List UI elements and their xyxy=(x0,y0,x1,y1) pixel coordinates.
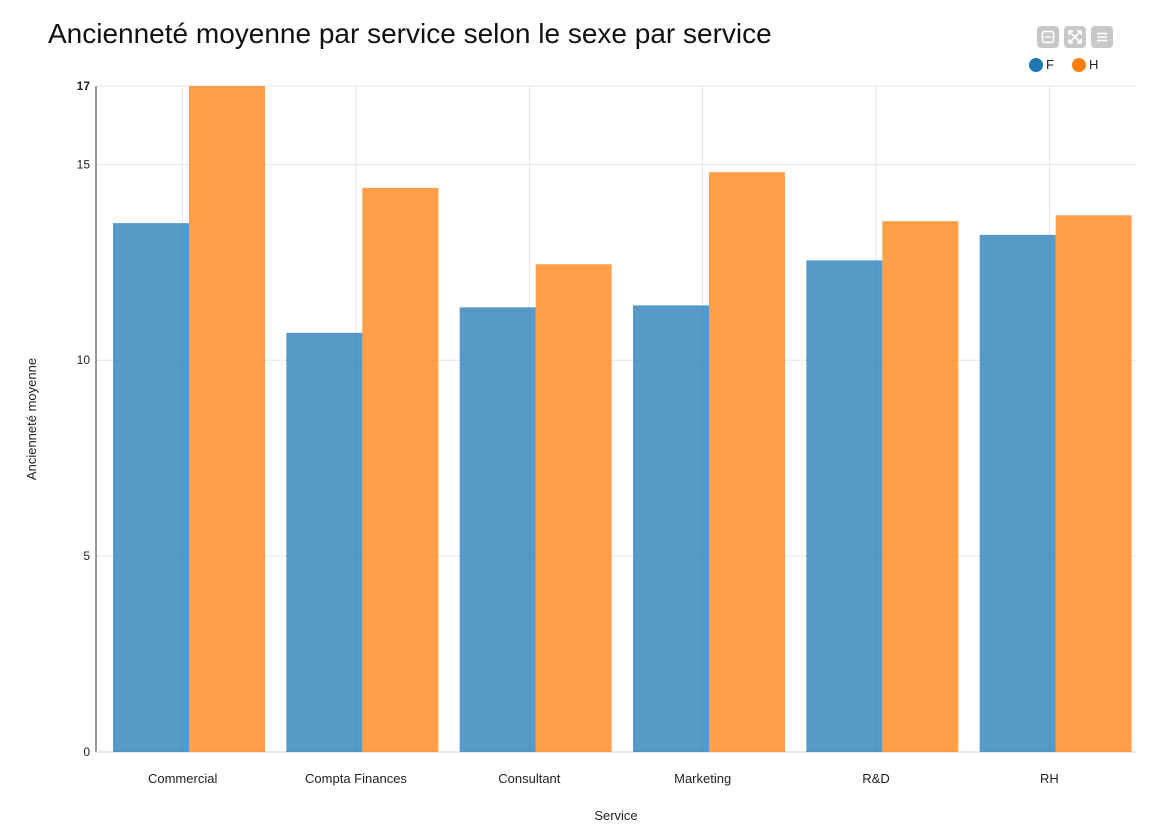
bar-f xyxy=(459,307,536,752)
legend-label-h: H xyxy=(1088,57,1099,72)
legend-swatch-f xyxy=(1029,57,1043,72)
legend-label-f: F xyxy=(1046,57,1054,72)
x-tick-label: Marketing xyxy=(674,771,731,786)
bar-h xyxy=(709,172,785,752)
bar-h xyxy=(882,221,959,753)
fullscreen-icon[interactable] xyxy=(1064,26,1086,48)
legend-swatch-h xyxy=(1071,57,1086,72)
bar-f xyxy=(979,234,1056,752)
bar-h xyxy=(1055,215,1132,752)
x-tick-label: R&D xyxy=(862,771,889,786)
minimize-icon[interactable] xyxy=(1037,26,1059,48)
x-tick-label: Compta Finances xyxy=(305,771,407,786)
x-tick-label: Commercial xyxy=(148,771,217,786)
y-tick-label: 0 xyxy=(83,745,90,759)
y-tick-label: 10 xyxy=(77,353,91,367)
bar-h xyxy=(189,86,265,752)
y-tick-label: 15 xyxy=(77,157,91,171)
x-tick-label: RH xyxy=(1040,771,1059,786)
bar-h xyxy=(362,187,439,752)
bar-f xyxy=(806,260,883,752)
y-tick-label: 17 xyxy=(77,79,91,93)
menu-icon[interactable] xyxy=(1091,26,1113,48)
legend-item-f[interactable]: F xyxy=(1029,57,1054,72)
legend-item-h[interactable]: H xyxy=(1071,57,1099,72)
y-axis-title: Ancienneté moyenne xyxy=(24,358,39,480)
bar-f xyxy=(113,223,189,752)
bar-h xyxy=(535,264,612,752)
chart-title: Ancienneté moyenne par service selon le … xyxy=(48,18,772,49)
legend: F H xyxy=(1029,57,1098,72)
chart-toolbar xyxy=(1037,26,1113,48)
x-axis-title: Service xyxy=(594,808,637,823)
y-tick-label: 5 xyxy=(83,549,90,563)
bar-f xyxy=(633,305,709,752)
bar-f xyxy=(286,332,363,752)
x-tick-label: Consultant xyxy=(498,771,561,786)
